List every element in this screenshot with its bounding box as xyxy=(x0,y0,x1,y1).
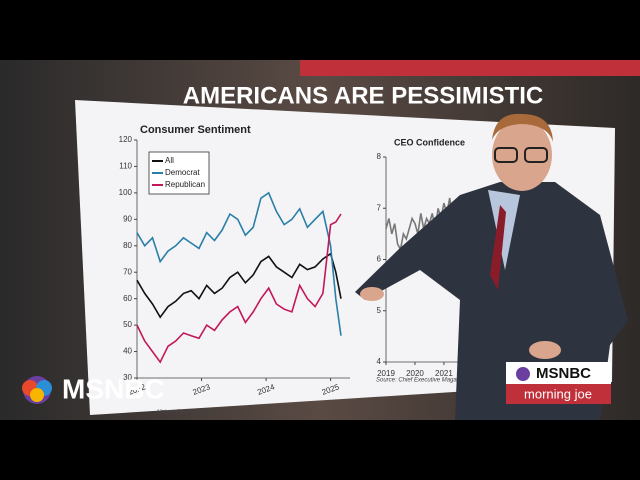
legend-label: Republican xyxy=(165,180,205,189)
y-tick-label: 5 xyxy=(377,306,382,315)
badge-network: MSNBC xyxy=(536,365,591,382)
legend-label: All xyxy=(165,156,174,165)
top-banner xyxy=(300,60,640,76)
y-tick-label: 70 xyxy=(123,267,132,276)
charts: Consumer Sentiment 30 40 50 60 70 80 90 100 110 12… xyxy=(119,124,470,416)
source-note: University of Michigan xyxy=(157,410,216,416)
badge-peacock xyxy=(516,367,530,381)
source-note: Source: Chief Executive Magazine xyxy=(376,378,468,384)
series-line xyxy=(136,252,342,319)
x-tick-label: 2020 xyxy=(406,369,424,378)
y-tick-label: 110 xyxy=(119,162,132,171)
chart-title: Consumer Sentiment xyxy=(140,124,251,136)
y-tick-label: 4 xyxy=(377,357,382,366)
logo-text: MSNBC xyxy=(62,373,165,404)
y-tick-label: 8 xyxy=(377,152,382,161)
x-tick-label: 2019 xyxy=(377,369,395,378)
y-tick-label: 100 xyxy=(119,188,133,197)
legend-label: Democrat xyxy=(165,168,200,177)
letterbox-bottom xyxy=(0,420,640,480)
badge-top xyxy=(506,362,611,384)
y-tick-label: 80 xyxy=(123,241,132,250)
y-tick-label: 7 xyxy=(377,203,382,212)
badge-bottom xyxy=(506,384,611,404)
headline: AMERICANS ARE PESSIMISTIC xyxy=(183,82,543,109)
y-tick-label: 90 xyxy=(123,214,132,223)
series-line xyxy=(136,191,342,336)
msnbc-logo: MSNBC xyxy=(22,373,165,404)
y-tick-label: 50 xyxy=(123,320,132,329)
y-tick-label: 60 xyxy=(123,294,132,303)
presenter xyxy=(355,113,628,420)
y-tick-label: 6 xyxy=(377,255,382,264)
x-tick-label: 2021 xyxy=(435,369,453,378)
letterbox-top xyxy=(0,0,640,60)
y-tick-label: 30 xyxy=(123,373,132,382)
y-tick-label: 40 xyxy=(123,347,132,356)
y-tick-label: 120 xyxy=(119,135,133,144)
series-line xyxy=(136,213,342,364)
badge-show: morning joe xyxy=(524,386,592,401)
chart-title: CEO Confidence xyxy=(394,137,465,147)
